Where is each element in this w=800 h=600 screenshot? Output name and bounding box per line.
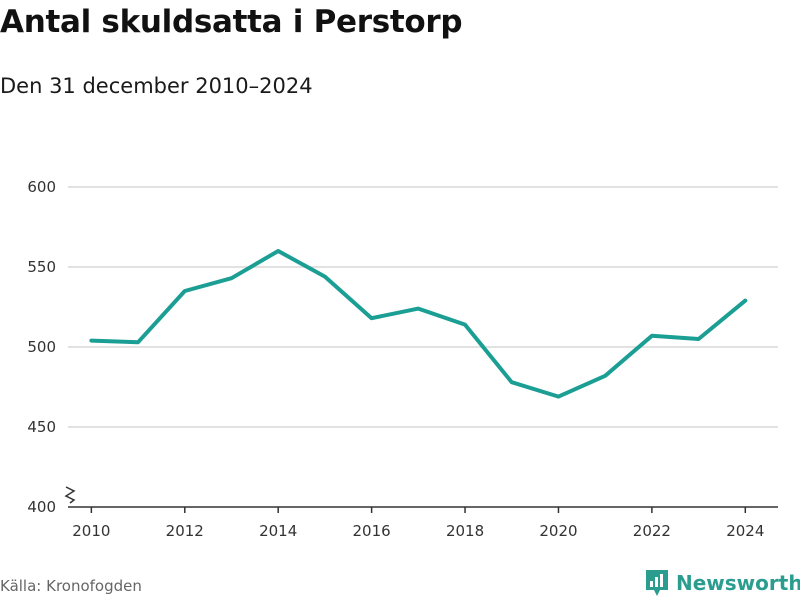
y-tick-label: 500 <box>27 338 56 356</box>
x-tick-label: 2016 <box>353 522 391 540</box>
x-tick-label: 2024 <box>726 522 764 540</box>
gridlines <box>68 186 778 428</box>
x-tick-label: 2012 <box>166 522 204 540</box>
x-tick-label: 2022 <box>633 522 671 540</box>
series <box>89 249 748 399</box>
y-tick-label: 450 <box>27 418 56 436</box>
x-tick-label: 2010 <box>72 522 110 540</box>
y-tick-label: 400 <box>27 498 56 516</box>
brand-name: Newsworthy <box>676 571 800 595</box>
source-note: Källa: Kronofogden <box>0 577 142 595</box>
brand-logo: Newsworthy <box>644 568 800 598</box>
x-tick-label: 2014 <box>259 522 297 540</box>
chart-subtitle: Den 31 december 2010–2024 <box>0 74 313 98</box>
y-tick-label: 600 <box>27 178 56 196</box>
x-tick-label: 2018 <box>446 522 484 540</box>
series-line <box>89 249 748 399</box>
y-tick-label: 550 <box>27 258 56 276</box>
x-tick-label: 2020 <box>539 522 577 540</box>
axes: 400 450 500 550 600 2010 2012 2014 2016 2018 2020 2… <box>27 178 778 540</box>
bar-chart-logo-icon <box>646 570 668 596</box>
axis-break-icon <box>64 486 76 504</box>
chart-title: Antal skuldsatta i Perstorp <box>0 4 463 40</box>
